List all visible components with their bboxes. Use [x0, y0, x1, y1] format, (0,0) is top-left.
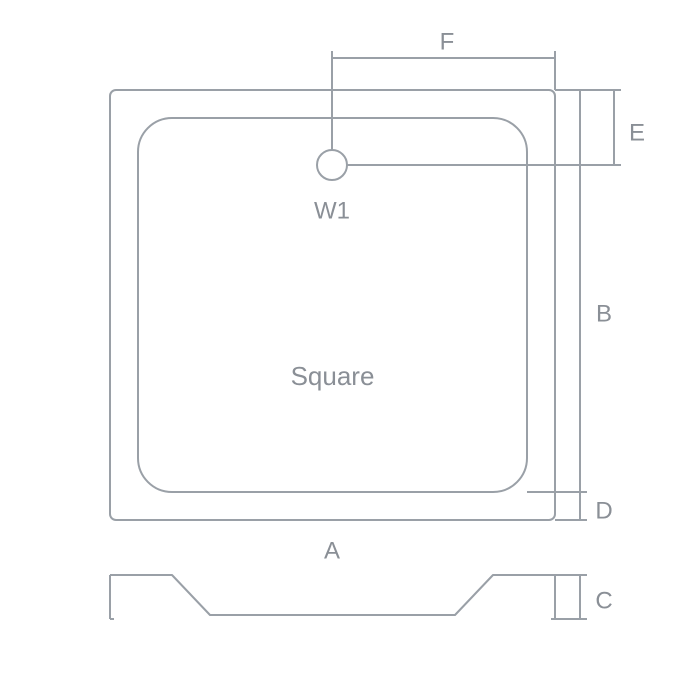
tray-outer: [110, 90, 555, 520]
label-e: E: [629, 119, 645, 146]
tray-inner: [138, 118, 527, 492]
label-f: F: [440, 28, 455, 55]
drain-circle: [317, 150, 347, 180]
diagram-title: Square: [291, 361, 375, 391]
label-a: A: [324, 537, 340, 564]
label-w1: W1: [314, 197, 350, 224]
diagram-canvas: Square W1 A B D E F C: [0, 0, 700, 700]
label-c: C: [595, 587, 612, 614]
label-b: B: [596, 300, 612, 327]
tray-profile: [110, 575, 555, 619]
label-d: D: [595, 497, 612, 524]
